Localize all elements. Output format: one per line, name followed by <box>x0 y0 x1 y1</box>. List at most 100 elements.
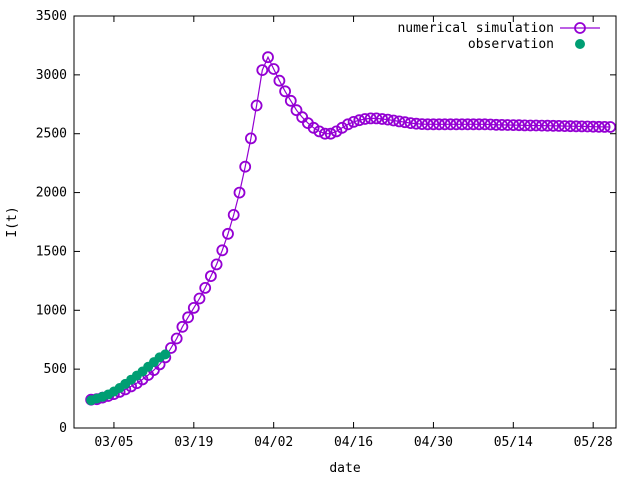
x-tick-label: 05/28 <box>574 435 613 450</box>
simulation-point <box>524 119 537 132</box>
simulation-point <box>575 120 588 133</box>
simulation-point <box>170 332 183 345</box>
simulation-point <box>244 132 257 145</box>
simulation-point <box>279 85 292 98</box>
simulation-point <box>558 120 571 132</box>
x-tick-label: 04/02 <box>254 435 293 450</box>
simulation-point <box>473 118 486 131</box>
simulation-point <box>381 113 394 126</box>
simulation-point <box>182 311 195 324</box>
simulation-point <box>598 121 611 133</box>
y-axis-title: I(t) <box>5 206 20 237</box>
simulation-point <box>341 118 354 131</box>
simulation-point <box>199 281 212 294</box>
simulation-point <box>541 119 554 132</box>
simulation-point <box>410 117 423 130</box>
simulation-point <box>313 125 326 138</box>
x-tick-label: 04/16 <box>334 435 373 450</box>
simulation-point <box>370 112 383 125</box>
simulation-point <box>467 118 480 131</box>
x-tick-label: 04/30 <box>414 435 453 450</box>
series-layer <box>85 51 617 406</box>
simulation-point <box>433 118 446 131</box>
simulation-point <box>570 120 582 133</box>
simulation-point <box>347 116 360 128</box>
simulation-point <box>216 244 229 257</box>
simulation-point <box>535 119 548 132</box>
simulation-point <box>210 258 223 271</box>
simulation-point <box>165 342 177 354</box>
simulation-point <box>262 51 274 64</box>
simulation-point <box>484 118 497 131</box>
simulation-point <box>450 118 463 131</box>
simulation-point <box>421 118 434 131</box>
legend-label: numerical simulation <box>397 21 554 36</box>
simulation-point <box>359 113 371 125</box>
simulation-point <box>398 116 411 129</box>
simulation-point <box>513 119 525 132</box>
simulation-point <box>444 118 457 131</box>
x-axis-title: date <box>329 461 360 476</box>
simulation-point <box>273 74 286 87</box>
simulation-point <box>376 113 389 125</box>
y-tick-label: 500 <box>44 362 67 377</box>
plot-frame <box>73 15 617 429</box>
simulation-point <box>438 118 451 131</box>
y-tick-label: 1500 <box>36 244 67 259</box>
simulation-point <box>250 99 263 112</box>
simulation-point <box>233 186 246 199</box>
simulation-point <box>364 112 377 125</box>
simulation-point <box>353 114 366 127</box>
y-tick-label: 2500 <box>36 127 67 142</box>
simulation-point <box>256 64 269 76</box>
simulation-point <box>478 118 491 131</box>
simulation-point <box>284 94 297 107</box>
simulation-point <box>239 160 252 173</box>
simulation-point <box>604 121 617 133</box>
x-axis: 03/05 03/19 04/02 04/16 04/30 05/14 05/28 <box>94 16 613 450</box>
simulation-point <box>518 119 531 132</box>
y-tick-label: 0 <box>59 421 67 436</box>
simulation-point <box>495 119 508 131</box>
simulation-point <box>581 120 594 133</box>
y-tick-label: 1000 <box>36 303 67 318</box>
simulation-point <box>290 104 303 117</box>
x-tick-label: 03/19 <box>174 435 213 450</box>
observation-point <box>160 349 171 360</box>
simulation-point <box>456 118 468 131</box>
simulation-point <box>227 208 240 221</box>
simulation-point <box>324 127 337 140</box>
simulation-point <box>267 63 280 75</box>
simulation-point <box>553 120 565 132</box>
legend-open-circle-swatch <box>574 22 586 34</box>
simulation-point <box>507 119 520 131</box>
simulation-point <box>319 127 331 140</box>
simulation-point <box>336 121 349 134</box>
simulation-line <box>91 55 611 401</box>
simulation-point <box>404 117 417 129</box>
simulation-point <box>387 114 400 127</box>
simulation-point <box>222 227 234 240</box>
legend-filled-circle-swatch <box>575 39 585 49</box>
simulation-point <box>564 120 577 133</box>
simulation-point <box>490 118 503 131</box>
y-tick-label: 3500 <box>36 9 67 24</box>
x-tick-label: 03/05 <box>94 435 133 450</box>
simulation-point <box>593 120 605 133</box>
simulation-point <box>416 118 428 130</box>
y-tick-label: 3000 <box>36 68 67 83</box>
simulation-point <box>461 118 474 131</box>
simulation-point <box>176 320 189 333</box>
simulation-point <box>501 119 514 131</box>
simulation-point <box>187 301 200 314</box>
simulation-point <box>587 120 600 133</box>
y-axis: 0 500 1000 1500 2000 2500 3000 3500 <box>36 9 616 436</box>
simulation-point <box>530 119 542 132</box>
simulation-point <box>393 115 406 128</box>
simulation-point <box>547 119 560 132</box>
series-observation <box>86 349 171 406</box>
x-tick-label: 05/14 <box>494 435 533 450</box>
